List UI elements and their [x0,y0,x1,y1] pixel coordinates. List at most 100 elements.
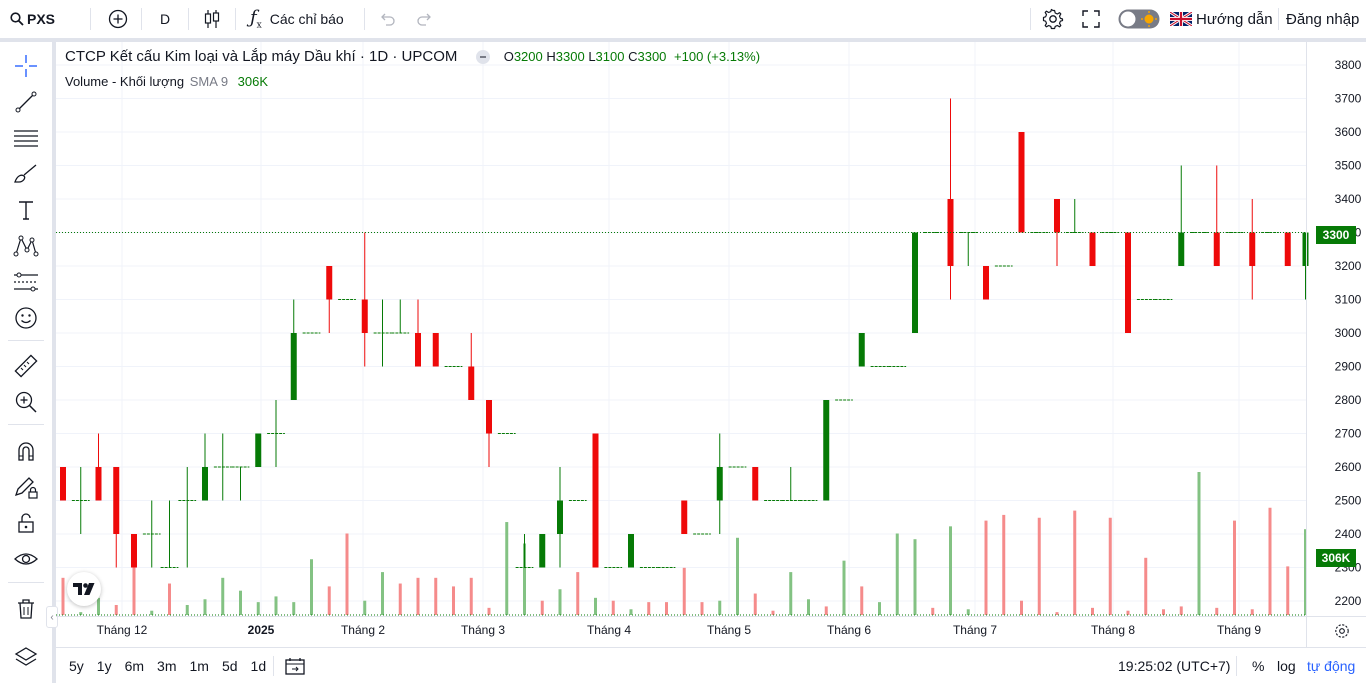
volume-bar [824,606,828,615]
function-icon: ƒx [250,7,262,31]
volume-bar [221,577,225,615]
open-value: 3200 [513,49,543,64]
price-tick-label: 3200 [1335,259,1362,273]
volume-bar [700,602,704,615]
price-tick-label: 2900 [1335,360,1362,374]
candle [361,232,368,367]
lock-drawings-tool[interactable] [11,472,41,502]
object-tree-tool[interactable] [11,642,41,672]
price-chart[interactable]: 3800 3700 3600 3500 3400 3300 3200 3100 3000 2900… [56,42,1366,647]
search-icon [10,12,24,26]
chart-type-button[interactable] [202,0,222,38]
range-1d[interactable]: 1d [250,658,267,674]
crosshair-tool[interactable] [11,51,41,81]
low-label: L [588,49,596,64]
volume-bar [1215,607,1219,615]
price-tick-label: 3400 [1335,192,1362,206]
auto-scale-toggle[interactable]: tự động [1307,658,1356,674]
brush-tool[interactable] [11,159,41,189]
candle [1249,199,1256,300]
price-tick-label: 2800 [1335,393,1362,407]
candle-body [255,433,262,467]
volume-bar [327,586,331,615]
guide-link[interactable]: Hướng dẫn [1170,0,1273,38]
magnet-tool[interactable] [11,436,41,466]
forecast-tool[interactable] [11,267,41,297]
redo-button[interactable] [416,0,434,38]
volume-bar [1268,507,1272,615]
hide-drawings-tool[interactable] [11,544,41,574]
price-tick-label: 3600 [1335,125,1362,139]
fullscreen-button[interactable] [1082,0,1100,38]
candle [823,400,830,501]
theme-toggle[interactable] [1118,0,1160,38]
measure-tool[interactable] [11,351,41,381]
change-value: +100 (+3.13%) [674,49,761,64]
smile-icon [15,307,37,329]
volume-bar [79,612,83,615]
horizontal-lines-icon [14,130,38,147]
volume-bar [1055,612,1059,615]
lock-all-tool[interactable] [11,508,41,538]
percent-toggle[interactable]: % [1252,658,1265,674]
candle [1302,232,1309,300]
zoom-in-icon [15,391,37,413]
price-tick-label: 2200 [1335,594,1362,608]
volume-bars [56,472,1307,616]
volume-bar [114,604,118,615]
plus-circle-icon [108,9,128,29]
candle [95,433,102,501]
candle-body [1018,132,1025,233]
indicators-button[interactable]: ƒx Các chỉ báo [250,0,344,38]
range-5y[interactable]: 5y [69,658,84,674]
candle [557,467,563,568]
range-3m[interactable]: 3m [157,658,177,674]
high-value: 3300 [555,49,585,64]
settings-button[interactable] [1042,0,1064,38]
range-1m[interactable]: 1m [189,658,209,674]
compare-add-button[interactable] [108,0,128,38]
log-toggle[interactable]: log [1277,658,1296,674]
undo-button[interactable] [378,0,396,38]
range-6m[interactable]: 6m [124,658,145,674]
range-5d[interactable]: 5d [221,658,238,674]
volume-bar [1108,517,1112,615]
login-button[interactable]: Đăng nhập [1286,0,1359,38]
volume-bar [1197,472,1201,615]
axis-settings-button[interactable] [1332,621,1352,641]
goto-date-button[interactable] [284,648,306,684]
symbol-search[interactable]: PXS [10,0,55,38]
volume-bar [895,533,899,615]
candle-body [681,500,688,534]
interval-button[interactable]: D [160,0,170,38]
price-tick-label: 3500 [1335,159,1362,173]
candle-body [486,400,492,434]
price-tick-label: 3800 [1335,58,1362,72]
price-tick-label: 3100 [1335,293,1362,307]
emoji-tool[interactable] [11,303,41,333]
tradingview-logo [67,572,101,606]
volume-bar [1286,566,1290,615]
candle [912,232,918,333]
time-tick-label: Tháng 12 [97,623,148,637]
candle [468,333,475,400]
fib-tool[interactable] [11,123,41,153]
time-tick-label: Tháng 5 [707,623,751,637]
volume-bar [1144,557,1148,615]
zoom-tool[interactable] [11,387,41,417]
pattern-tool[interactable] [11,231,41,261]
volume-bar [416,577,420,615]
range-1y[interactable]: 1y [96,658,112,674]
candle-body [983,266,989,300]
candle [231,466,250,501]
candle-body [326,266,333,300]
trendline-tool[interactable] [11,87,41,117]
text-tool[interactable] [11,195,41,225]
remove-drawings-tool[interactable] [11,594,41,624]
candle [1018,132,1025,233]
legend-collapse-button[interactable] [475,50,490,65]
indicators-label: Các chỉ báo [269,11,344,27]
unlock-icon [18,513,34,533]
volume-value: 306K [237,74,269,89]
high-label: H [546,49,556,64]
